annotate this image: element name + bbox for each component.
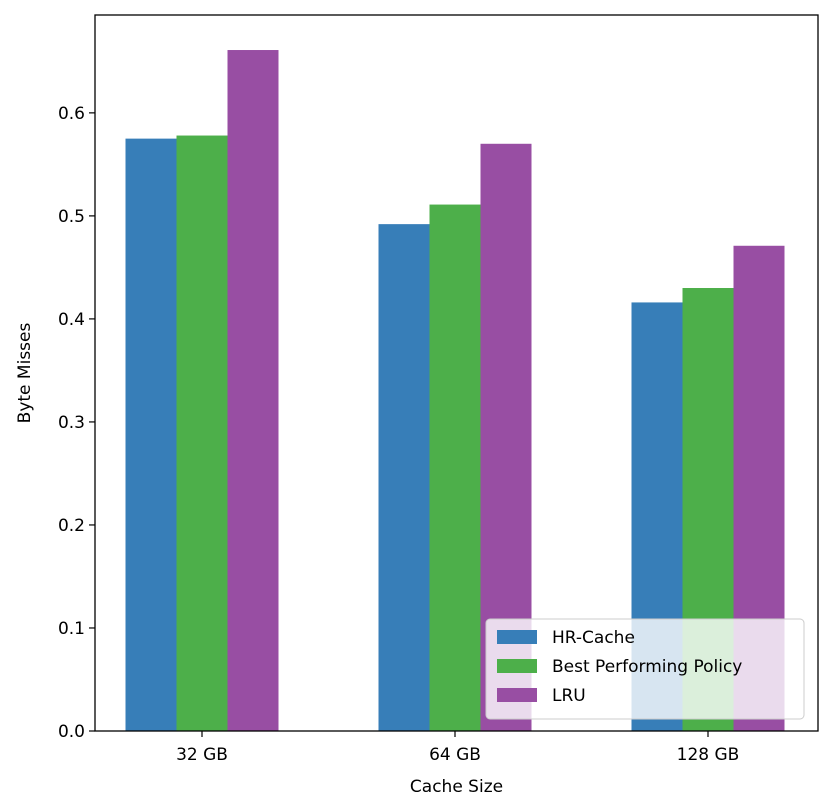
legend-label: Best Performing Policy xyxy=(552,657,742,677)
y-axis-label: Byte Misses xyxy=(15,323,35,424)
bar-best-performing-policy-64-gb xyxy=(429,204,481,732)
y-tick-label: 0.1 xyxy=(58,619,85,639)
axes-layer: 0.0 0.1 0.2 0.3 0.4 0.5 0.6 32 GB 64 GB 128 GB xyxy=(58,14,819,765)
bar-hr-cache-64-gb xyxy=(378,224,430,731)
y-tick-label: 0.6 xyxy=(58,104,85,124)
legend-swatch xyxy=(497,630,537,644)
bar-lru-32-gb xyxy=(227,50,279,731)
labels-layer: Cache Size Byte Misses xyxy=(15,323,503,797)
legend-swatch xyxy=(497,659,537,673)
legend-label: HR-Cache xyxy=(552,628,635,648)
y-tick-label: 0.3 xyxy=(58,413,85,433)
x-tick-label: 32 GB xyxy=(176,745,228,765)
y-tick-label: 0.5 xyxy=(58,207,85,227)
legend-swatch xyxy=(497,688,537,702)
legend-label: LRU xyxy=(552,686,586,706)
legend: HR-Cache Best Performing Policy LRU xyxy=(485,618,805,720)
y-tick-label: 0.0 xyxy=(58,722,85,742)
bar-hr-cache-32-gb xyxy=(125,138,177,731)
x-tick-label: 128 GB xyxy=(677,745,740,765)
y-tick-label: 0.4 xyxy=(58,310,85,330)
legend-box xyxy=(485,618,805,720)
x-axis-label: Cache Size xyxy=(410,777,503,797)
y-tick-label: 0.2 xyxy=(58,516,85,536)
x-tick-label: 64 GB xyxy=(429,745,481,765)
plot-frame xyxy=(94,14,819,732)
bar-best-performing-policy-32-gb xyxy=(176,135,228,731)
